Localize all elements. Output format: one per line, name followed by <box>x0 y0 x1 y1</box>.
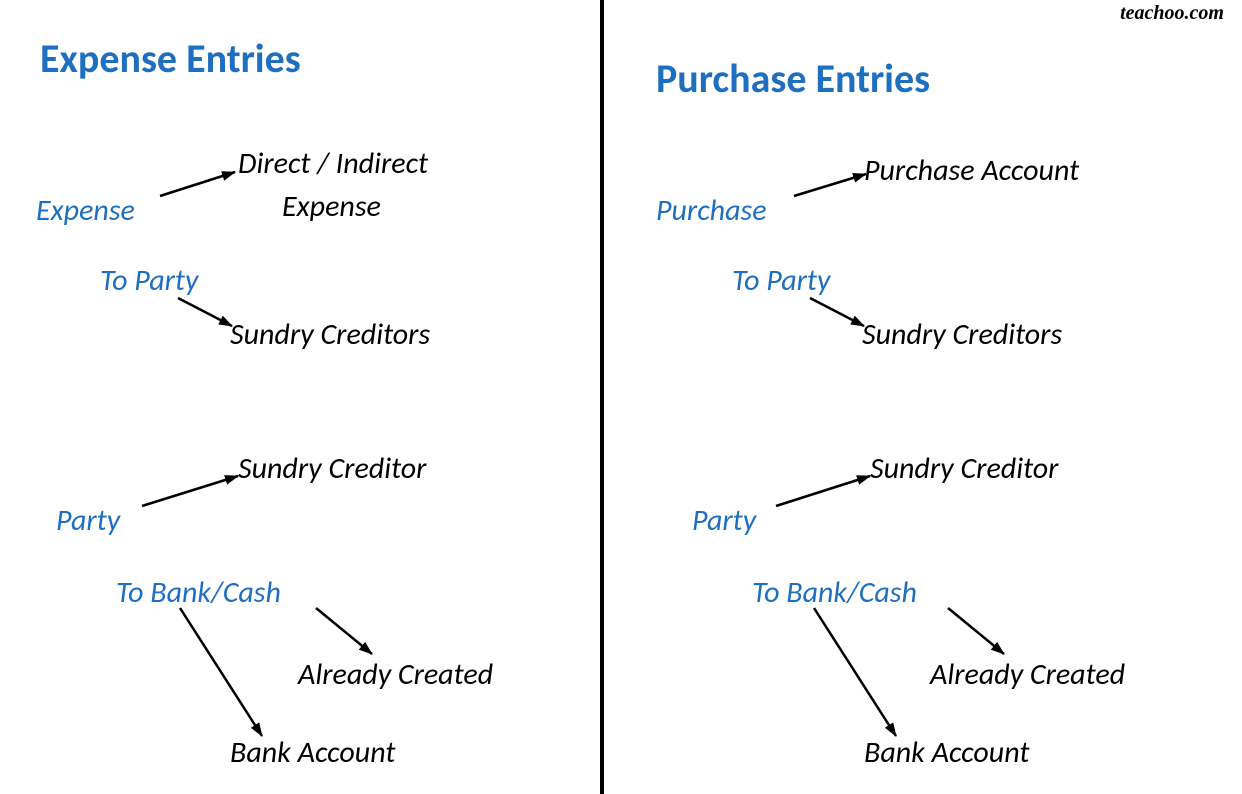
watermark: teachoo.com <box>1120 2 1224 25</box>
left-label-direct-indirect2: Expense <box>282 188 381 225</box>
right-title: Purchase Entries <box>656 54 930 103</box>
right-label-bank-account: Bank Account <box>864 734 1029 771</box>
right-label-already-created: Already Created <box>930 656 1125 693</box>
vertical-divider <box>600 0 604 794</box>
left-arrow-0 <box>160 172 235 196</box>
left-arrow-4 <box>180 608 262 736</box>
right-label-sundry-creditor: Sundry Creditor <box>870 450 1058 487</box>
diagram-canvas: teachoo.com Expense Entries Purchase Ent… <box>0 0 1242 794</box>
right-label-purchase: Purchase <box>656 192 767 229</box>
left-arrow-1 <box>178 298 232 326</box>
left-arrow-3 <box>316 608 372 654</box>
left-label-sundry-creditors: Sundry Creditors <box>230 316 430 353</box>
right-label-to-bank-cash: To Bank/Cash <box>752 574 917 611</box>
left-label-expense: Expense <box>36 192 135 229</box>
left-label-direct-indirect1: Direct / Indirect <box>238 145 428 182</box>
left-arrow-2 <box>142 476 238 506</box>
right-arrow-2 <box>776 476 870 506</box>
left-title: Expense Entries <box>40 34 301 83</box>
right-arrow-1 <box>810 298 864 326</box>
right-label-to-party: To Party <box>732 262 830 299</box>
left-label-party: Party <box>56 502 120 539</box>
left-label-to-bank-cash: To Bank/Cash <box>116 574 281 611</box>
right-arrow-4 <box>814 608 896 736</box>
left-label-bank-account: Bank Account <box>230 734 395 771</box>
right-arrow-3 <box>948 608 1004 654</box>
left-label-to-party: To Party <box>100 262 198 299</box>
left-label-already-created: Already Created <box>298 656 493 693</box>
right-label-party: Party <box>692 502 756 539</box>
right-label-sundry-creditors: Sundry Creditors <box>862 316 1062 353</box>
right-label-purchase-account: Purchase Account <box>864 152 1079 189</box>
left-label-sundry-creditor: Sundry Creditor <box>238 450 426 487</box>
right-arrow-0 <box>794 174 866 196</box>
